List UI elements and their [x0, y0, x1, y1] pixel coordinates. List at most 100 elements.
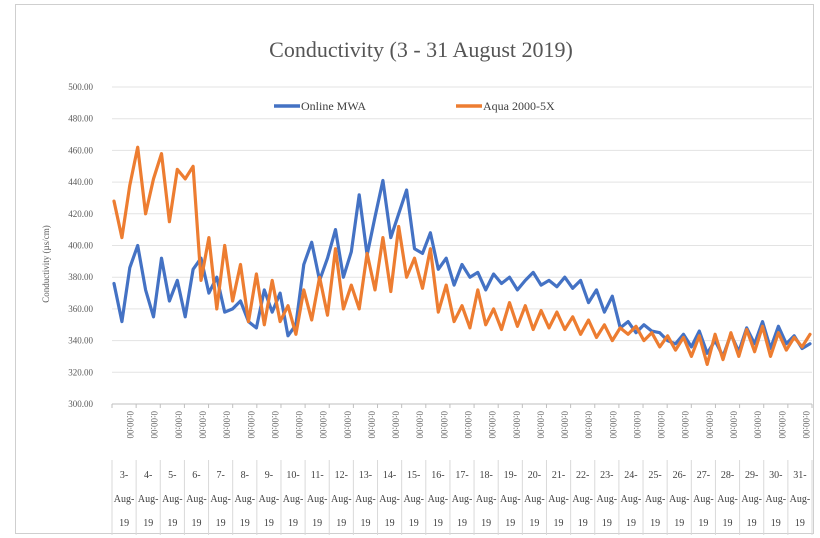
x-time-label: 0:00:00: [463, 411, 473, 439]
x-category-day: 23-: [600, 470, 613, 481]
x-category-month: Aug-: [283, 494, 304, 505]
x-category-month: Aug-: [234, 494, 255, 505]
x-category-month: Aug-: [717, 494, 738, 505]
x-category-month: Aug-: [476, 494, 497, 505]
x-time-label: 0:00:00: [149, 411, 159, 439]
x-category-day: 11-: [311, 470, 324, 481]
x-category-year: 19: [795, 518, 805, 529]
x-category-month: Aug-: [645, 494, 666, 505]
x-category-day: 7-: [216, 470, 224, 481]
x-category-year: 19: [240, 518, 250, 529]
x-time-label: 0:00:00: [246, 411, 256, 439]
x-category-year: 19: [167, 518, 177, 529]
x-time-label: 0:00:00: [415, 411, 425, 439]
x-time-label: 0:00:00: [656, 411, 666, 439]
x-category-year: 19: [578, 518, 588, 529]
x-time-label: 0:00:00: [632, 411, 642, 439]
x-category-year: 19: [143, 518, 153, 529]
x-category-year: 19: [457, 518, 467, 529]
y-tick-label: 400.00: [68, 241, 93, 251]
x-category-day: 18-: [479, 470, 492, 481]
y-tick-label: 300.00: [68, 399, 93, 409]
x-time-label: 0:00:00: [753, 411, 763, 439]
x-category-month: Aug-: [210, 494, 231, 505]
x-category-day: 31-: [793, 470, 806, 481]
x-category-day: 4-: [144, 470, 152, 481]
x-time-label: 0:00:00: [342, 411, 352, 439]
x-category-year: 19: [505, 518, 515, 529]
series-line-aqua-2000-5x: [112, 145, 812, 366]
x-category-year: 19: [529, 518, 539, 529]
x-time-label: 0:00:00: [680, 411, 690, 439]
x-category-month: Aug-: [162, 494, 183, 505]
x-category-month: Aug-: [186, 494, 207, 505]
x-time-label: 0:00:00: [584, 411, 594, 439]
y-tick-label: 480.00: [68, 114, 93, 124]
x-category-day: 20-: [528, 470, 541, 481]
x-category-day: 15-: [407, 470, 420, 481]
x-category-month: Aug-: [138, 494, 159, 505]
x-category-month: Aug-: [452, 494, 473, 505]
x-category-day: 29-: [745, 470, 758, 481]
x-category-year: 19: [360, 518, 370, 529]
x-category-month: Aug-: [693, 494, 714, 505]
x-time-label: 0:00:00: [270, 411, 280, 439]
x-category-month: Aug-: [548, 494, 569, 505]
x-category-year: 19: [481, 518, 491, 529]
x-category-month: Aug-: [621, 494, 642, 505]
x-category-year: 19: [191, 518, 201, 529]
x-category-day: 25-: [648, 470, 661, 481]
y-tick-label: 380.00: [68, 272, 93, 282]
x-category-day: 10-: [286, 470, 299, 481]
x-category-year: 19: [336, 518, 346, 529]
x-category-month: Aug-: [669, 494, 690, 505]
x-category-day: 14-: [383, 470, 396, 481]
x-category-year: 19: [409, 518, 419, 529]
x-category-year: 19: [698, 518, 708, 529]
x-time-label: 0:00:00: [608, 411, 618, 439]
x-category-month: Aug-: [524, 494, 545, 505]
x-category-day: 22-: [576, 470, 589, 481]
x-category-year: 19: [650, 518, 660, 529]
x-time-label: 0:00:00: [704, 411, 714, 439]
x-time-label: 0:00:00: [439, 411, 449, 439]
x-category-month: Aug-: [259, 494, 280, 505]
x-category-month: Aug-: [355, 494, 376, 505]
x-category-year: 19: [433, 518, 443, 529]
legend-label: Online MWA: [301, 99, 366, 113]
x-category-day: 5-: [168, 470, 176, 481]
x-category-month: Aug-: [331, 494, 352, 505]
x-category-day: 13-: [359, 470, 372, 481]
x-category-month: Aug-: [597, 494, 618, 505]
x-category-year: 19: [288, 518, 298, 529]
chart-title: Conductivity (3 - 31 August 2019): [269, 37, 573, 62]
x-category-month: Aug-: [790, 494, 811, 505]
y-tick-label: 500.00: [68, 82, 93, 92]
y-tick-label: 420.00: [68, 209, 93, 219]
x-category-year: 19: [554, 518, 564, 529]
x-category-day: 19-: [504, 470, 517, 481]
y-tick-label: 360.00: [68, 304, 93, 314]
x-category-day: 27-: [697, 470, 710, 481]
x-time-label: 0:00:00: [294, 411, 304, 439]
series-line-online-mwa: [112, 178, 812, 358]
x-time-label: 0:00:00: [391, 411, 401, 439]
x-category-year: 19: [602, 518, 612, 529]
x-time-label: 0:00:00: [487, 411, 497, 439]
x-category-day: 6-: [192, 470, 200, 481]
x-category-day: 17-: [455, 470, 468, 481]
x-time-label: 0:00:00: [535, 411, 545, 439]
x-category-day: 3-: [120, 470, 128, 481]
x-category-day: 30-: [769, 470, 782, 481]
x-category-month: Aug-: [403, 494, 424, 505]
x-category-month: Aug-: [114, 494, 135, 505]
x-category-day: 8-: [241, 470, 249, 481]
x-category-year: 19: [312, 518, 322, 529]
x-time-label: 0:00:00: [222, 411, 232, 439]
x-category-day: 16-: [431, 470, 444, 481]
x-category-month: Aug-: [500, 494, 521, 505]
x-category-year: 19: [385, 518, 395, 529]
y-tick-label: 440.00: [68, 177, 93, 187]
x-category-year: 19: [771, 518, 781, 529]
x-category-year: 19: [723, 518, 733, 529]
